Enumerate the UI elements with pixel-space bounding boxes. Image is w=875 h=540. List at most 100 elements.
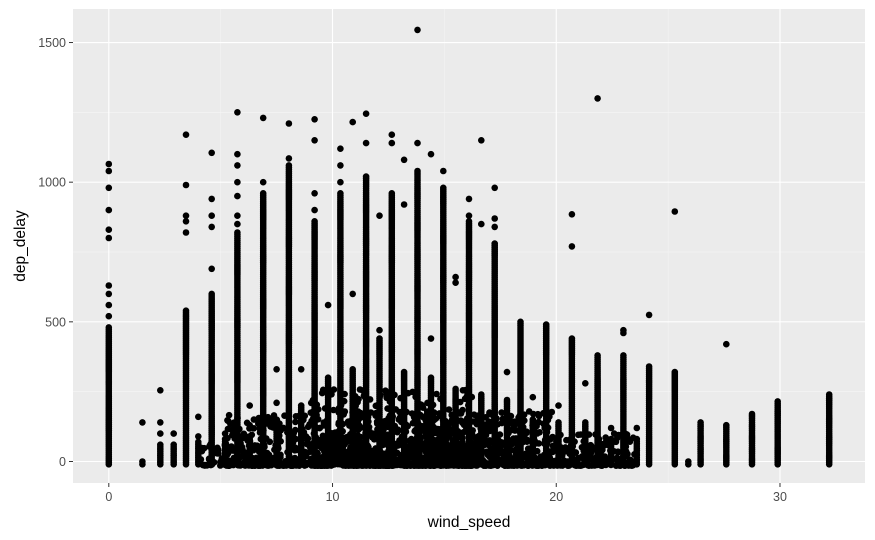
data-point (359, 462, 367, 469)
data-point (252, 445, 259, 453)
data-point (255, 414, 263, 422)
data-point (414, 139, 421, 147)
data-point (105, 324, 113, 331)
data-point (372, 410, 379, 417)
data-point (335, 419, 343, 427)
data-point (385, 462, 393, 469)
data-point (195, 438, 202, 446)
data-point (386, 405, 394, 413)
data-point (443, 441, 451, 449)
data-point (224, 434, 231, 442)
data-point (568, 335, 576, 342)
data-point (427, 374, 435, 382)
data-point (105, 312, 113, 320)
data-point (467, 433, 475, 441)
data-point (311, 218, 318, 225)
data-point (395, 459, 402, 466)
data-point (309, 440, 316, 448)
data-point (349, 443, 356, 450)
data-point (352, 425, 359, 432)
data-point (105, 234, 113, 242)
data-point (105, 160, 113, 168)
data-point (587, 450, 595, 457)
data-point (529, 393, 537, 401)
data-point (383, 394, 391, 402)
data-point (290, 461, 297, 468)
data-point (389, 449, 397, 456)
data-point (578, 462, 585, 469)
data-point (139, 458, 146, 465)
data-point (363, 411, 370, 419)
data-point (477, 425, 485, 432)
data-point (555, 419, 562, 426)
data-point (602, 434, 609, 441)
data-point (478, 220, 485, 228)
data-point (442, 435, 449, 443)
data-point (491, 223, 499, 231)
data-point (594, 95, 601, 102)
data-point (498, 409, 505, 416)
data-point (105, 290, 113, 298)
data-point (376, 418, 383, 425)
data-point (157, 430, 164, 437)
data-point (577, 431, 585, 438)
data-point (270, 454, 278, 462)
data-point (568, 211, 576, 218)
data-point (311, 448, 318, 456)
data-point (234, 414, 241, 422)
y-axis-title: dep_delay (12, 210, 29, 282)
data-point (276, 432, 283, 439)
data-point (540, 455, 547, 463)
data-point (239, 433, 246, 440)
data-point (259, 190, 267, 197)
data-point (417, 462, 424, 469)
data-point (568, 243, 576, 250)
data-point (388, 139, 396, 147)
data-point (427, 428, 435, 436)
data-point (626, 456, 634, 464)
data-point (448, 411, 456, 419)
x-tick-label: 0 (105, 490, 112, 504)
data-point (254, 462, 262, 470)
data-point (560, 448, 567, 456)
data-point (434, 425, 442, 433)
data-point (322, 459, 329, 467)
data-point (311, 137, 318, 144)
data-point (465, 212, 473, 219)
data-point (535, 440, 543, 447)
data-point (247, 458, 254, 465)
data-point (448, 459, 455, 466)
data-point (451, 420, 459, 428)
data-point (324, 301, 332, 309)
data-point (437, 412, 444, 420)
data-point (485, 418, 493, 425)
data-point (385, 414, 392, 422)
data-point (388, 131, 396, 138)
data-point (236, 459, 244, 467)
data-point (337, 178, 344, 186)
data-point (362, 173, 370, 180)
data-point (308, 455, 316, 463)
data-point (234, 229, 241, 236)
data-point (505, 461, 512, 469)
data-point (244, 437, 251, 445)
data-point (499, 460, 507, 468)
data-point (301, 412, 309, 420)
data-point (543, 428, 551, 436)
data-point (440, 388, 447, 396)
data-point (572, 449, 579, 456)
data-point (556, 457, 563, 465)
data-point (105, 206, 113, 214)
data-point (236, 453, 244, 461)
data-point (645, 363, 653, 370)
data-point (376, 335, 383, 342)
data-point (456, 409, 463, 416)
data-point (452, 273, 459, 281)
data-point (170, 430, 177, 437)
data-point (362, 139, 370, 147)
data-point (578, 454, 585, 462)
data-point (465, 195, 473, 203)
data-point (309, 396, 317, 404)
data-point (519, 423, 527, 431)
